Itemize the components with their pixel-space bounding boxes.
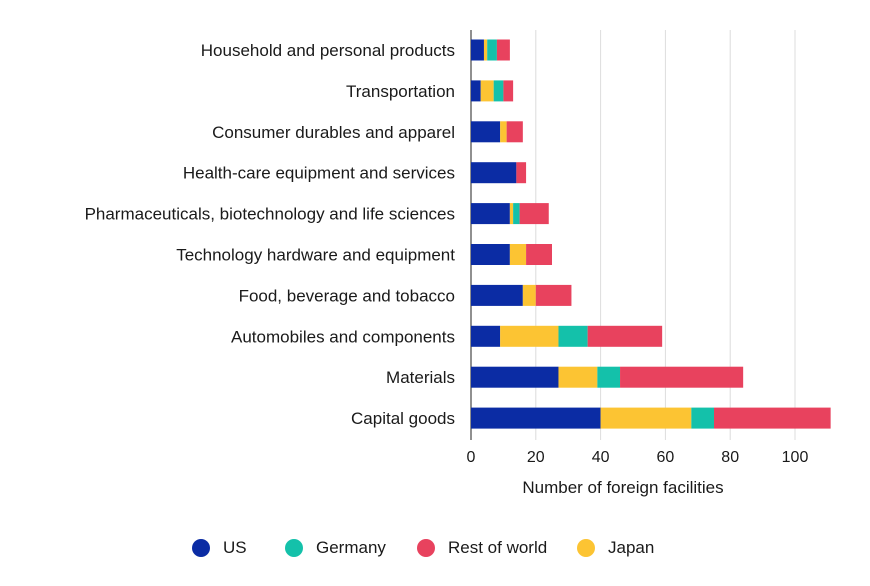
x-tick-labels: 0 20 40 60 80 100	[467, 449, 809, 466]
category-label-health-care-equipment-and-services: Health-care equipment and services	[183, 164, 455, 183]
category-label-transportation: Transportation	[346, 82, 455, 101]
bar-automobiles-and-components-germany	[558, 325, 588, 347]
legend-item-rest-of-world: Rest of world	[417, 534, 547, 562]
bar-transportation-japan	[480, 80, 494, 102]
category-label-pharmaceuticals-biotechnology-and-life-sciences: Pharmaceuticals, biotechnology and life …	[85, 205, 455, 224]
category-label-capital-goods: Capital goods	[351, 409, 455, 428]
bar-technology-hardware-and-equipment-us	[471, 244, 510, 265]
x-tick-100: 100	[782, 449, 809, 466]
bar-consumer-durables-and-apparel-rest-of-world	[506, 121, 523, 143]
bar-automobiles-and-components-us	[471, 325, 501, 347]
bar-materials-rest-of-world	[620, 366, 744, 388]
bar-household-and-personal-products-us	[471, 39, 484, 61]
bar-capital-goods-rest-of-world	[714, 407, 831, 429]
bar-automobiles-and-components-rest-of-world	[587, 325, 663, 347]
bar-health-care-equipment-and-services-us	[471, 162, 517, 184]
bar-transportation-us	[471, 80, 481, 102]
x-axis-title: Number of foreign facilities	[522, 478, 723, 497]
bar-household-and-personal-products-germany	[487, 39, 497, 61]
legend-label-japan: Japan	[608, 538, 655, 557]
category-label-food-beverage-and-tobacco: Food, beverage and tobacco	[239, 286, 455, 305]
x-tick-80: 80	[721, 449, 739, 466]
bar-consumer-durables-and-apparel-japan	[500, 121, 507, 143]
x-tick-20: 20	[527, 449, 545, 466]
x-tick-60: 60	[657, 449, 675, 466]
bar-materials-japan	[558, 366, 598, 388]
bar-food-beverage-and-tobacco-rest-of-world	[535, 284, 572, 306]
bar-pharmaceuticals-biotechnology-and-life-sciences-us	[471, 203, 510, 225]
category-label-technology-hardware-and-equipment: Technology hardware and equipment	[176, 246, 455, 265]
bar-transportation-germany	[493, 80, 504, 102]
bar-food-beverage-and-tobacco-japan	[522, 284, 536, 306]
legend-swatch-us	[192, 539, 210, 557]
legend-label-germany: Germany	[316, 538, 386, 557]
category-label-household-and-personal-products: Household and personal products	[201, 41, 455, 60]
category-labels: Household and personal products Transport…	[85, 41, 456, 428]
bar-household-and-personal-products-rest-of-world	[496, 39, 510, 61]
bar-consumer-durables-and-apparel-us	[471, 121, 501, 143]
bar-capital-goods-japan	[600, 407, 692, 429]
legend-swatch-germany	[285, 539, 303, 557]
bar-automobiles-and-components-japan	[500, 325, 559, 347]
bar-household-and-personal-products-japan	[483, 39, 488, 61]
x-tick-0: 0	[467, 449, 476, 466]
category-label-automobiles-and-components: Automobiles and components	[231, 327, 455, 346]
bar-food-beverage-and-tobacco-us	[471, 284, 523, 306]
legend-label-rest-of-world: Rest of world	[448, 538, 548, 557]
x-tick-40: 40	[592, 449, 610, 466]
legend-item-japan: Japan	[577, 534, 654, 562]
bars	[471, 39, 831, 429]
bar-transportation-rest-of-world	[503, 80, 514, 102]
legend-item-germany: Germany	[285, 534, 386, 562]
bar-health-care-equipment-and-services-rest-of-world	[516, 162, 527, 184]
bar-technology-hardware-and-equipment-rest-of-world	[526, 244, 552, 265]
stacked-bar-chart: Household and personal products Transport…	[85, 30, 831, 497]
legend-swatch-rest-of-world	[417, 539, 435, 557]
bar-capital-goods-us	[471, 407, 601, 429]
bar-materials-us	[471, 366, 559, 388]
bar-technology-hardware-and-equipment-japan	[509, 244, 527, 265]
legend: US Germany Rest of world Japan	[0, 534, 870, 562]
bar-pharmaceuticals-biotechnology-and-life-sciences-japan	[509, 203, 514, 225]
bar-pharmaceuticals-biotechnology-and-life-sciences-rest-of-world	[519, 203, 549, 225]
legend-label-us: US	[223, 538, 247, 557]
category-label-consumer-durables-and-apparel: Consumer durables and apparel	[212, 123, 455, 142]
bar-capital-goods-germany	[691, 407, 714, 429]
bar-materials-germany	[597, 366, 621, 388]
bar-pharmaceuticals-biotechnology-and-life-sciences-germany	[513, 203, 520, 225]
legend-swatch-japan	[577, 539, 595, 557]
legend-item-us: US	[192, 534, 247, 562]
category-label-materials: Materials	[386, 368, 455, 387]
